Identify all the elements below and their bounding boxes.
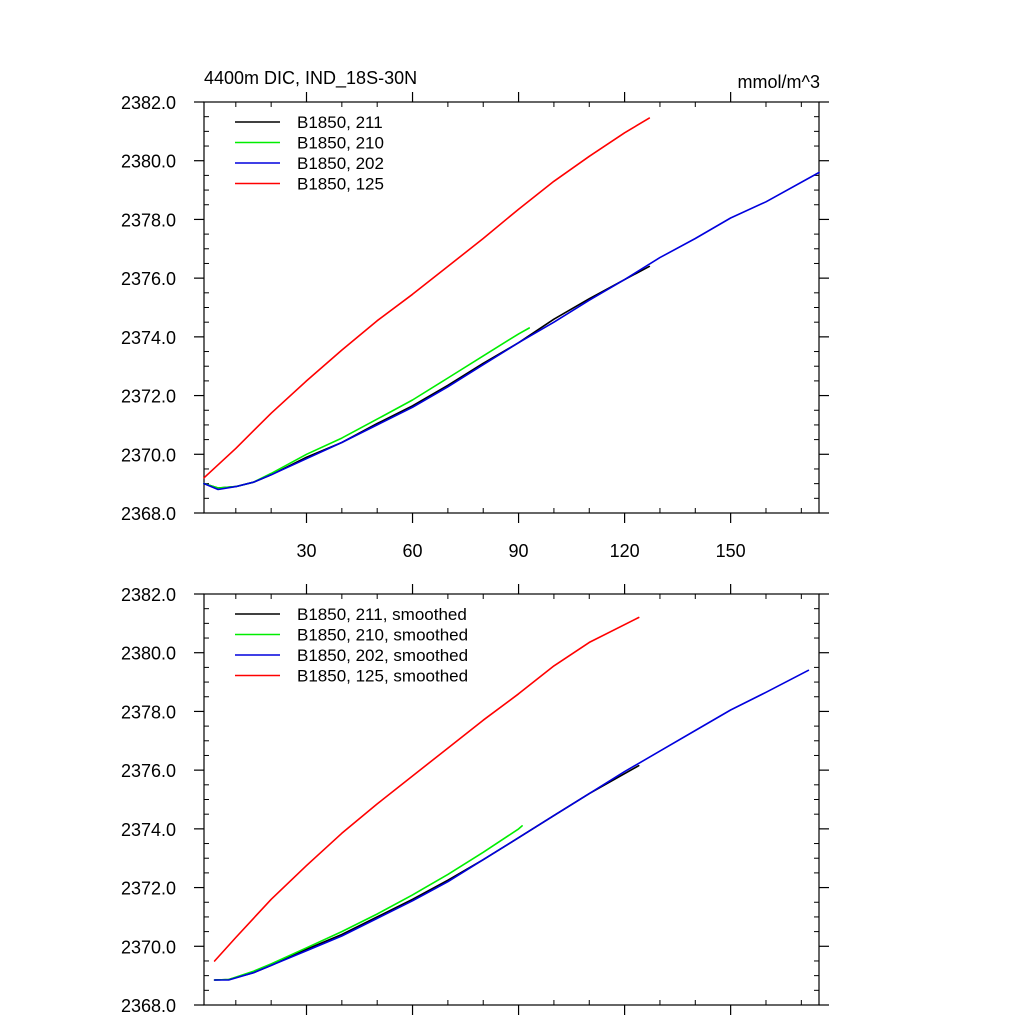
x-tick-label: 30 [296,541,316,561]
plot-title: 4400m DIC, IND_18S-30N [204,68,417,89]
legend-label: B1850, 202 [297,154,384,173]
x-tick-label: 120 [610,541,640,561]
y-tick-label: 2370.0 [121,937,176,957]
series-line-2 [213,825,523,981]
top-panel: 30 60 90 120 150 2368.0 2370.0 2372.0 2374.0 2376… [121,92,829,561]
series-line-3 [213,669,810,981]
series-line-3 [203,171,820,491]
y-tick-label: 2380.0 [121,152,176,172]
y-tick-label: 2372.0 [121,879,176,899]
x-tick-label: 90 [509,541,529,561]
y-tick-label: 2370.0 [121,445,176,465]
x-tick-label: 150 [716,541,746,561]
y-tick-label: 2376.0 [121,269,176,289]
y-tick-label: 2382.0 [121,93,176,113]
y-tick-label: 2380.0 [121,644,176,664]
bottom-panel: 2368.0 2370.0 2372.0 2374.0 2376.0 2378.0 2380… [121,584,829,1016]
x-tick-label: 60 [403,541,423,561]
legend-label: B1850, 125 [297,175,384,194]
legend-label: B1850, 202, smoothed [297,646,468,665]
y-tick-label: 2372.0 [121,387,176,407]
y-tick-label: 2374.0 [121,820,176,840]
legend-label: B1850, 211, smoothed [297,605,467,624]
series-line-1 [203,265,651,489]
units-label: mmol/m^3 [738,72,820,92]
legend-label: B1850, 210 [297,134,384,153]
series-line-2 [203,327,531,489]
y-tick-label: 2368.0 [121,504,176,524]
legend-label: B1850, 211 [297,113,383,132]
y-tick-label: 2382.0 [121,585,176,605]
y-tick-label: 2378.0 [121,702,176,722]
y-tick-label: 2378.0 [121,210,176,230]
series-line-1 [213,764,640,981]
legend-label: B1850, 210, smoothed [297,626,468,645]
legend-label: B1850, 125, smoothed [297,667,468,686]
series-line-4 [213,616,640,962]
y-tick-label: 2374.0 [121,328,176,348]
y-tick-label: 2376.0 [121,761,176,781]
y-tick-label: 2368.0 [121,996,176,1016]
series-line-4 [203,117,651,479]
